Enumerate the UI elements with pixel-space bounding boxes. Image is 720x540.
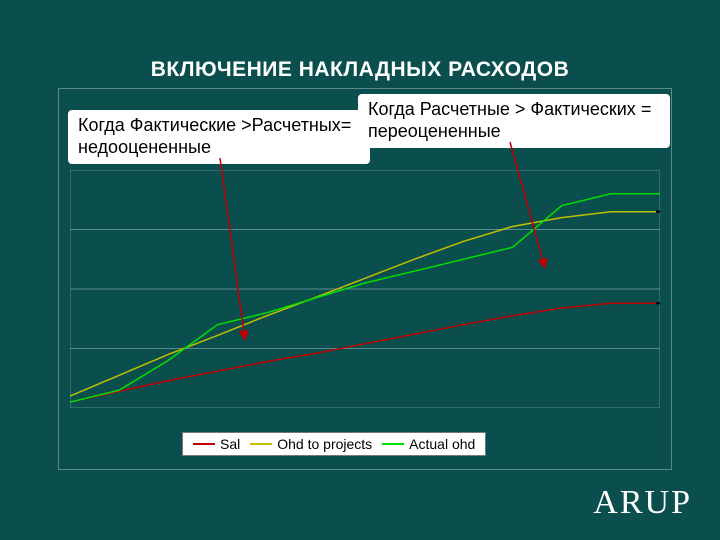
callout-line: переоцененные bbox=[368, 120, 660, 142]
callout-line: Когда Расчетные > Фактических = bbox=[368, 98, 660, 120]
callout-line: недооцененные bbox=[78, 136, 360, 158]
legend-label: Actual ohd bbox=[409, 436, 475, 452]
chart-legend: Sal Ohd to projects Actual ohd bbox=[182, 432, 486, 456]
legend-item-actual-ohd: Actual ohd bbox=[382, 436, 475, 452]
legend-label: Sal bbox=[220, 436, 240, 452]
slide: ВКЛЮЧЕНИЕ НАКЛАДНЫХ РАСХОДОВ Sal Ohd to p… bbox=[0, 0, 720, 540]
chart-area bbox=[70, 170, 660, 408]
callout-right: Когда Расчетные > Фактических =переоцене… bbox=[358, 94, 670, 148]
slide-title: ВКЛЮЧЕНИЕ НАКЛАДНЫХ РАСХОДОВ bbox=[0, 58, 720, 82]
legend-swatch bbox=[193, 443, 215, 445]
legend-swatch bbox=[250, 443, 272, 445]
arup-logo: ARUP bbox=[593, 484, 692, 522]
line-chart-svg bbox=[70, 170, 660, 408]
legend-item-sal: Sal bbox=[193, 436, 240, 452]
legend-item-ohd-to-projects: Ohd to projects bbox=[250, 436, 372, 452]
callout-line: Когда Фактические >Расчетных= bbox=[78, 114, 360, 136]
callout-left: Когда Фактические >Расчетных=недооцененн… bbox=[68, 110, 370, 164]
legend-label: Ohd to projects bbox=[277, 436, 372, 452]
legend-swatch bbox=[382, 443, 404, 445]
